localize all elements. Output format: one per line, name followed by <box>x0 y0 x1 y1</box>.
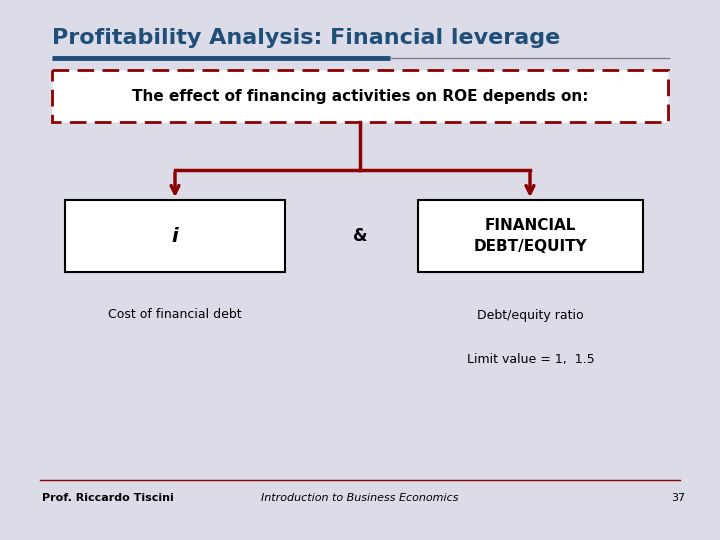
Text: 37: 37 <box>671 493 685 503</box>
Text: Profitability Analysis: Financial leverage: Profitability Analysis: Financial levera… <box>52 28 560 48</box>
Text: Cost of financial debt: Cost of financial debt <box>108 308 242 321</box>
FancyBboxPatch shape <box>52 70 668 122</box>
FancyBboxPatch shape <box>65 200 285 272</box>
Text: Debt/equity ratio: Debt/equity ratio <box>477 308 584 321</box>
Text: i: i <box>171 226 179 246</box>
Text: The effect of financing activities on ROE depends on:: The effect of financing activities on RO… <box>132 89 588 104</box>
FancyBboxPatch shape <box>418 200 643 272</box>
Text: FINANCIAL
DEBT/EQUITY: FINANCIAL DEBT/EQUITY <box>474 218 588 254</box>
Text: Limit value = 1,  1.5: Limit value = 1, 1.5 <box>467 354 594 367</box>
Text: Introduction to Business Economics: Introduction to Business Economics <box>261 493 459 503</box>
Text: &: & <box>353 227 367 245</box>
Text: Prof. Riccardo Tiscini: Prof. Riccardo Tiscini <box>42 493 174 503</box>
